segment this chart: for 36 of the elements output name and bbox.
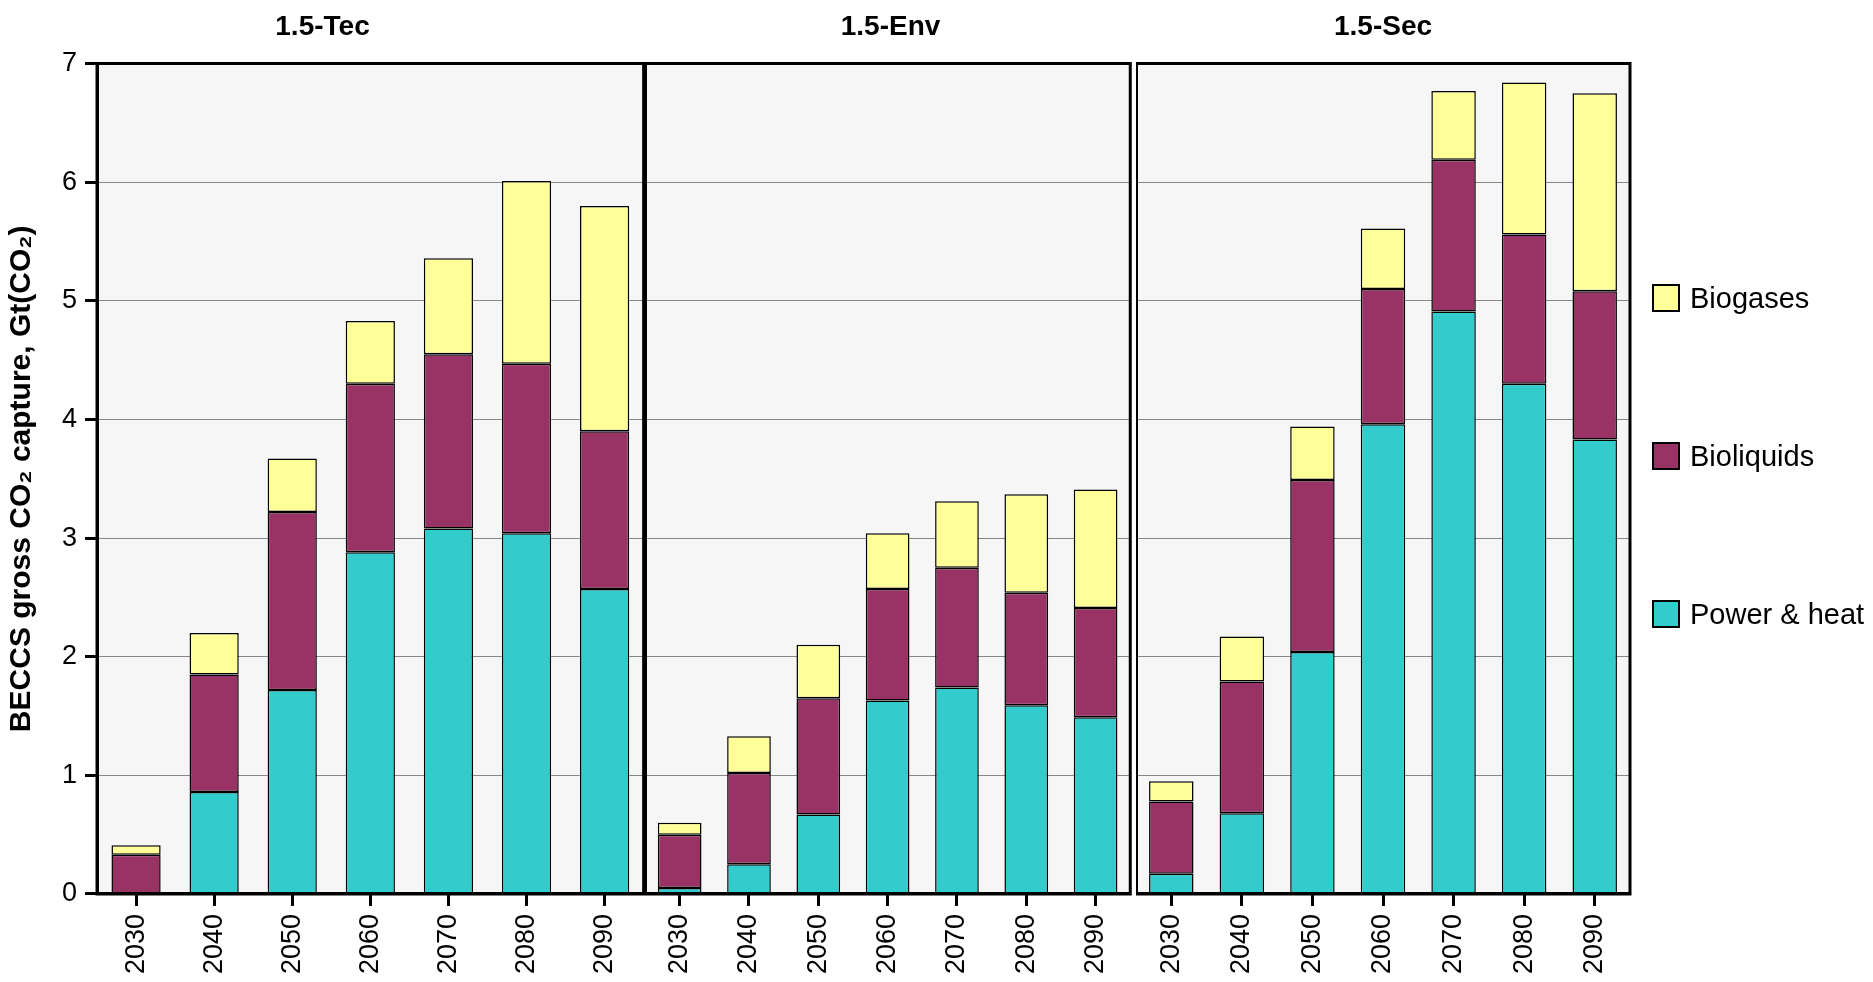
y-tick-label: 1 bbox=[61, 758, 78, 789]
x-tick-label: 2070 bbox=[431, 913, 462, 975]
x-tick-label: 2080 bbox=[1009, 913, 1040, 975]
x-tick-label: 2040 bbox=[1225, 913, 1256, 975]
legend-label: Biogases bbox=[1690, 281, 1810, 316]
chart-title: 1.5-Sec bbox=[1333, 9, 1433, 41]
x-tick-label: 2060 bbox=[353, 913, 384, 975]
x-tick-label: 2040 bbox=[197, 913, 228, 975]
y-axis-title: BECCS gross CO₂ capture, Gt(CO₂) bbox=[3, 225, 37, 733]
y-tick-label: 6 bbox=[61, 165, 78, 196]
x-tick-label: 2030 bbox=[119, 913, 150, 975]
x-tick-label: 2030 bbox=[663, 913, 694, 975]
x-tick-label: 2090 bbox=[1578, 913, 1609, 975]
x-tick-label: 2090 bbox=[1079, 913, 1110, 975]
x-tick-label: 2050 bbox=[1295, 913, 1326, 975]
x-tick-label: 2080 bbox=[1507, 913, 1538, 975]
x-tick-label: 2060 bbox=[871, 913, 902, 975]
y-tick-label: 2 bbox=[61, 640, 78, 671]
x-tick-label: 2050 bbox=[801, 913, 832, 975]
x-tick-label: 2050 bbox=[275, 913, 306, 975]
x-tick-label: 2080 bbox=[509, 913, 540, 975]
y-tick-label: 5 bbox=[61, 284, 78, 315]
chart-title: 1.5-Tec bbox=[275, 9, 370, 41]
y-tick-label: 3 bbox=[61, 521, 78, 552]
legend-label: Power & heat bbox=[1690, 597, 1865, 632]
y-tick-label: 0 bbox=[61, 877, 78, 908]
x-tick-label: 2030 bbox=[1154, 913, 1185, 975]
x-tick-label: 2040 bbox=[732, 913, 763, 975]
legend-label: Bioliquids bbox=[1690, 439, 1815, 474]
x-tick-label: 2090 bbox=[588, 913, 619, 975]
x-tick-label: 2060 bbox=[1366, 913, 1397, 975]
y-tick-label: 7 bbox=[61, 47, 78, 78]
chart-title: 1.5-Env bbox=[840, 9, 941, 41]
y-tick-label: 4 bbox=[61, 402, 78, 433]
x-tick-label: 2070 bbox=[1437, 913, 1468, 975]
x-tick-label: 2070 bbox=[940, 913, 971, 975]
